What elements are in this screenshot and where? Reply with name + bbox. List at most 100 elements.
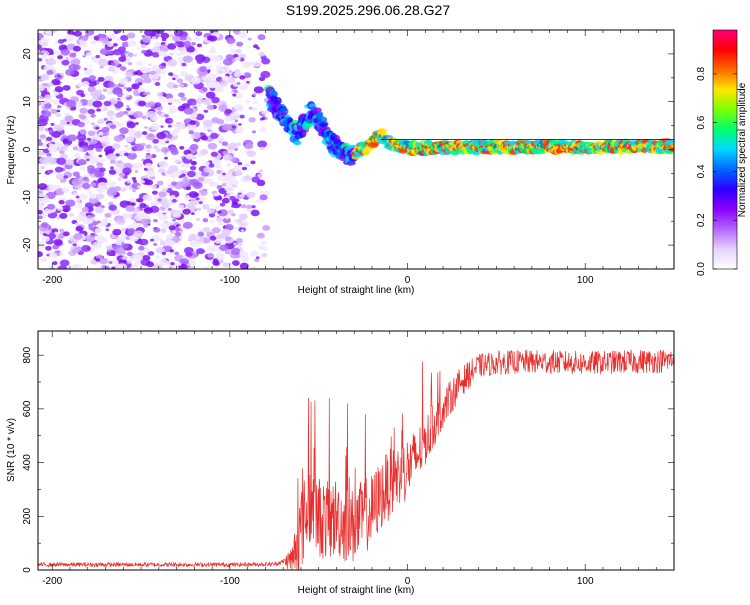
spectrogram-noise-cell bbox=[132, 189, 136, 193]
spectrogram-noise-cell bbox=[196, 98, 205, 105]
spectrogram-noise-cell bbox=[211, 158, 222, 166]
spectrogram-noise-cell bbox=[170, 194, 176, 199]
spectrogram-noise-cell bbox=[183, 107, 194, 115]
spectrogram-noise-cell bbox=[46, 152, 52, 157]
spectrogram-noise-cell bbox=[135, 162, 144, 169]
spectrogram-noise-cell bbox=[160, 146, 170, 154]
spectrogram-noise-cell bbox=[50, 108, 58, 114]
spectrogram-noise-cell bbox=[194, 36, 201, 42]
spectrogram-noise-cell bbox=[145, 133, 156, 141]
spectrogram-noise-cell bbox=[190, 76, 202, 85]
spectrogram-noise-cell bbox=[232, 260, 240, 266]
spectrogram-noise-cell bbox=[254, 258, 260, 263]
spectrogram-noise-cell bbox=[239, 262, 249, 269]
spectrogram-noise-cell bbox=[222, 172, 226, 176]
spectrogram-noise-cell bbox=[230, 91, 235, 95]
spectrogram-noise-cell bbox=[105, 228, 110, 232]
spectrogram-noise-cell bbox=[38, 125, 45, 132]
spectrogram-noise-cell bbox=[126, 121, 136, 129]
spectrogram-noise-cell bbox=[155, 254, 161, 259]
spectrogram-noise-cell bbox=[256, 232, 265, 239]
spectrogram-noise-cell bbox=[56, 206, 64, 211]
spectrogram-noise-cell bbox=[106, 245, 112, 250]
spectrogram-noise-cell bbox=[65, 199, 76, 207]
spectrogram-noise-cell bbox=[149, 238, 155, 242]
spectrogram-noise-cell bbox=[251, 266, 257, 269]
spectrogram-noise-cell bbox=[95, 258, 101, 262]
spectrogram-noise-cell bbox=[250, 160, 256, 165]
spectrogram-noise-cell bbox=[88, 75, 97, 81]
spectrogram-noise-cell bbox=[169, 119, 174, 123]
spectrogram-noise-cell bbox=[38, 44, 43, 50]
spectrogram-noise-cell bbox=[168, 109, 175, 114]
spectrogram-noise-cell bbox=[43, 195, 49, 199]
spectrogram-noise-cell bbox=[81, 206, 89, 213]
spectrogram-noise-cell bbox=[196, 59, 204, 65]
spectrogram-noise-cell bbox=[99, 219, 109, 227]
spectrogram-noise-cell bbox=[233, 242, 238, 246]
spectrogram-noise-cell bbox=[145, 144, 152, 149]
spectrogram-noise-cell bbox=[235, 48, 242, 54]
spectrogram-noise-cell bbox=[246, 150, 256, 158]
spectrogram-noise-cell bbox=[106, 248, 112, 252]
spectrogram-noise-cell bbox=[206, 35, 215, 41]
spectrogram-noise-cell bbox=[99, 65, 104, 69]
spectrogram-noise-cell bbox=[144, 162, 153, 169]
spectrogram-noise-cell bbox=[106, 110, 115, 117]
spectrogram-noise-cell bbox=[237, 242, 243, 247]
spectrogram-noise-cell bbox=[81, 36, 89, 42]
spectrogram-noise-cell bbox=[151, 64, 160, 71]
spectrogram-noise-cell bbox=[167, 59, 178, 67]
spectrogram-noise-cell bbox=[164, 240, 170, 245]
spectrogram-noise-cell bbox=[82, 182, 91, 190]
spectrogram-noise-cell bbox=[40, 165, 46, 170]
spectrogram-noise-cell bbox=[155, 148, 161, 152]
spectrogram-noise-cell bbox=[99, 167, 106, 173]
spectrogram-noise-cell bbox=[72, 263, 82, 269]
spectrogram-noise-cell bbox=[201, 135, 208, 141]
spectrogram-noise-cell bbox=[219, 244, 229, 252]
spectrogram-noise-cell bbox=[202, 119, 213, 127]
spectrogram-noise-cell bbox=[121, 255, 128, 261]
spectrogram-noise-cell bbox=[115, 112, 123, 118]
spectrogram-noise-cell bbox=[145, 154, 153, 160]
spectrogram-noise-cell bbox=[92, 100, 103, 108]
spectrogram-noise-cell bbox=[90, 259, 98, 265]
spectrogram-noise-cell bbox=[261, 252, 268, 258]
spectrogram-noise-cell bbox=[159, 69, 167, 75]
spectrogram-noise-cell bbox=[191, 113, 198, 118]
spectrogram-noise-cell bbox=[122, 167, 132, 175]
spectrogram-noise-cell bbox=[94, 227, 103, 234]
spectrogram-noise-cell bbox=[164, 114, 169, 118]
spectrogram-noise-cell bbox=[81, 244, 91, 252]
spectrogram-noise-cell bbox=[137, 100, 147, 107]
spectrogram-noise-cell bbox=[176, 41, 186, 48]
spectrogram-noise-cell bbox=[56, 109, 61, 113]
snr-axes: -200 -100 0 100 0 200 400 600 800 bbox=[22, 331, 675, 587]
spectrogram-noise-cell bbox=[109, 159, 116, 164]
spectrogram-noise-cell bbox=[126, 259, 132, 264]
spectrogram-noise-cell bbox=[173, 212, 182, 218]
spectrogram-noise-cell bbox=[251, 106, 258, 112]
spectrogram-noise-cell bbox=[71, 178, 82, 186]
spectrogram-noise-cell bbox=[43, 148, 50, 154]
spectrogram-noise-cell bbox=[259, 194, 268, 201]
spectrogram-noise-cell bbox=[250, 250, 259, 257]
spectrogram-noise-cell bbox=[216, 200, 221, 203]
spectrogram-noise-cell bbox=[112, 43, 118, 47]
spectrogram-noise-cell bbox=[96, 30, 101, 33]
spectrogram-noise-cell bbox=[189, 120, 196, 126]
spectrogram-noise-cell bbox=[126, 104, 130, 108]
spectrogram-noise-cell bbox=[139, 179, 146, 184]
spectrogram-noise-cell bbox=[221, 197, 230, 204]
spectrogram-noise-cell bbox=[178, 219, 185, 225]
spectrogram-noise-cell bbox=[86, 158, 90, 162]
spectrogram-xtick-label: 0 bbox=[405, 275, 411, 286]
spectrogram-noise-cell bbox=[117, 177, 123, 181]
spectrogram-noise-cell bbox=[262, 246, 269, 251]
spectrogram-noise-cell bbox=[195, 113, 205, 121]
spectrogram-ytick-label: 20 bbox=[22, 48, 33, 60]
spectrogram-noise-cell bbox=[157, 198, 162, 202]
spectrogram-noise-cell bbox=[140, 207, 144, 211]
